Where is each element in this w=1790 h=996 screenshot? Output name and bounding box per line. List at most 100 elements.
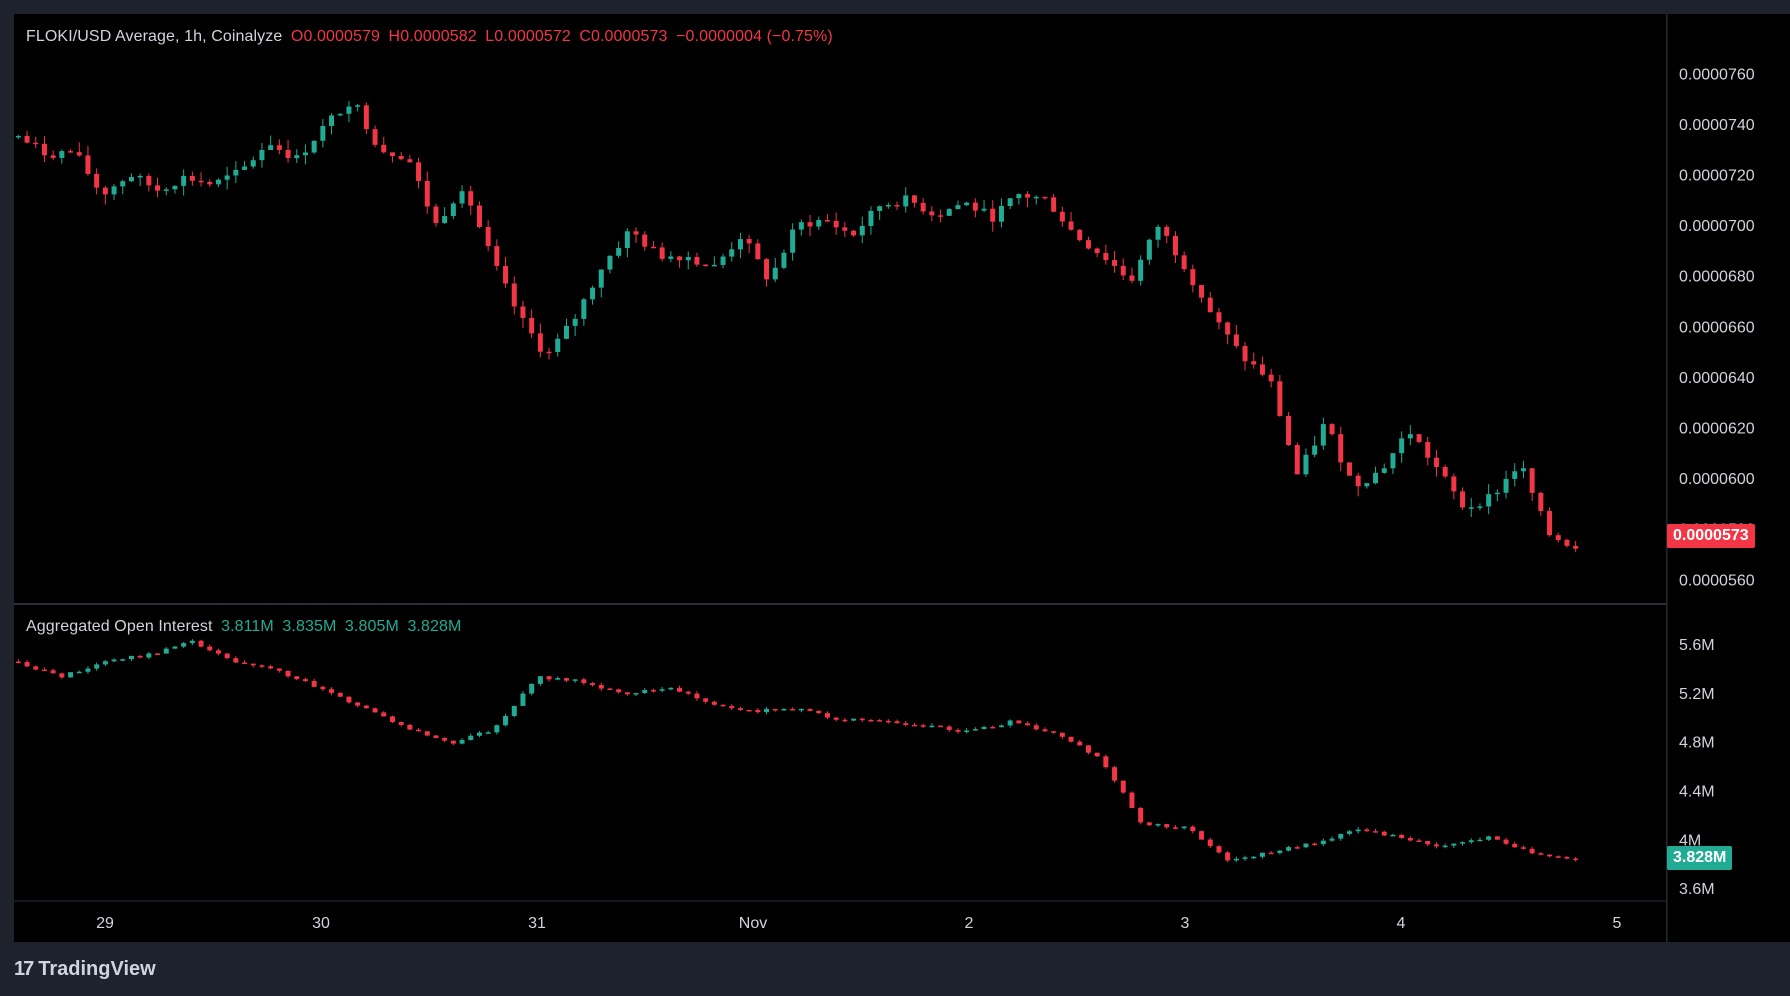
price-candle bbox=[1164, 224, 1170, 244]
candle-body bbox=[1077, 229, 1083, 241]
oi-title[interactable]: Aggregated Open Interest bbox=[26, 618, 213, 635]
oi-candle bbox=[302, 677, 308, 682]
candle-body bbox=[1085, 745, 1091, 753]
oi-candle bbox=[563, 677, 569, 682]
candle-body bbox=[1503, 839, 1509, 844]
oi-candle bbox=[1181, 825, 1187, 830]
candle-body bbox=[1373, 831, 1379, 833]
oi-candle bbox=[1486, 835, 1492, 842]
candle-body bbox=[1259, 852, 1265, 857]
price-candle bbox=[163, 187, 169, 196]
candle-body bbox=[929, 725, 935, 728]
price-candle bbox=[1564, 538, 1570, 548]
candle-body bbox=[1564, 857, 1570, 859]
plot-area[interactable] bbox=[14, 14, 1666, 942]
candle-body bbox=[1068, 221, 1074, 230]
candle-body bbox=[1199, 285, 1205, 298]
candle-body bbox=[85, 155, 91, 174]
candle-body bbox=[1286, 415, 1292, 445]
candle-body bbox=[268, 145, 274, 150]
candle-body bbox=[120, 659, 126, 661]
candle-body bbox=[1494, 492, 1500, 495]
candle-body bbox=[824, 713, 830, 718]
candle-body bbox=[798, 222, 804, 230]
oi-candle bbox=[529, 683, 535, 696]
candle-body bbox=[1460, 842, 1466, 844]
candle-body bbox=[337, 113, 343, 116]
candle-body bbox=[1268, 374, 1274, 382]
candle-body bbox=[146, 175, 152, 186]
candle-body bbox=[1512, 471, 1518, 479]
oi-tick-label: 5.6M bbox=[1679, 637, 1715, 654]
candle-body bbox=[1172, 235, 1178, 256]
oi-candle bbox=[476, 730, 482, 738]
candle-body bbox=[685, 257, 691, 261]
candle-body bbox=[33, 666, 39, 670]
price-candle bbox=[294, 149, 300, 163]
price-candle bbox=[1451, 473, 1457, 500]
oi-candle bbox=[685, 690, 691, 696]
candle-body bbox=[181, 175, 187, 186]
oi-candle bbox=[1094, 752, 1100, 758]
candle-body bbox=[276, 145, 282, 150]
candle-body bbox=[607, 255, 613, 270]
candle-body bbox=[215, 650, 221, 654]
time-axis-ticks[interactable]: 29 30 31 Nov 2 3 4 5 bbox=[96, 915, 1621, 932]
price-candle bbox=[398, 151, 404, 161]
candle-body bbox=[59, 673, 65, 678]
candle-body bbox=[677, 687, 683, 692]
price-candle bbox=[868, 206, 874, 235]
candle-body bbox=[494, 725, 500, 733]
price-candle bbox=[1120, 258, 1126, 281]
tradingview-brand[interactable]: 17 TradingView bbox=[14, 958, 156, 981]
oi-candle bbox=[659, 686, 665, 693]
oi-candle bbox=[851, 718, 857, 722]
oi-candle bbox=[885, 719, 891, 724]
price-candle bbox=[1364, 482, 1370, 489]
candle-body bbox=[485, 732, 491, 734]
oi-candle bbox=[955, 728, 961, 734]
oi-candle bbox=[929, 723, 935, 728]
price-candle bbox=[207, 179, 213, 187]
price-candle bbox=[424, 171, 430, 214]
change-value: −0.0000004 (−0.75%) bbox=[676, 28, 833, 45]
oi-candle bbox=[468, 733, 474, 741]
candle-body bbox=[1033, 196, 1039, 199]
price-candle bbox=[755, 239, 761, 261]
candle-body bbox=[224, 175, 230, 180]
candle-body bbox=[1529, 468, 1535, 493]
candle-body bbox=[503, 716, 509, 726]
oi-candle bbox=[720, 704, 726, 707]
candle-body bbox=[1390, 453, 1396, 469]
candle-body bbox=[1503, 478, 1509, 493]
price-axis[interactable] bbox=[1667, 14, 1790, 942]
candle-body bbox=[1138, 807, 1144, 823]
price-candle bbox=[824, 214, 830, 223]
price-candle bbox=[807, 215, 813, 237]
candle-body bbox=[1486, 836, 1492, 840]
price-candle bbox=[520, 300, 526, 328]
candle-body bbox=[1016, 720, 1022, 724]
price-candle bbox=[102, 185, 108, 205]
candle-body bbox=[1259, 364, 1265, 375]
oi-candle bbox=[1268, 851, 1274, 855]
oi-candle bbox=[1103, 754, 1109, 769]
symbol-label[interactable]: FLOKI/USD Average, 1h, Coinalyze bbox=[26, 28, 283, 45]
price-candle bbox=[607, 255, 613, 274]
price-candle bbox=[903, 187, 909, 213]
candle-body bbox=[972, 202, 978, 211]
oi-candle bbox=[616, 688, 622, 694]
oi-candle bbox=[311, 678, 317, 687]
price-candle bbox=[1547, 507, 1553, 537]
price-candle bbox=[1477, 503, 1483, 511]
candle-body bbox=[1190, 826, 1196, 832]
candle-body bbox=[372, 708, 378, 713]
price-candle bbox=[1068, 211, 1074, 231]
candle-body bbox=[233, 169, 239, 176]
oi-candle bbox=[1225, 850, 1231, 863]
price-candle bbox=[1277, 374, 1283, 417]
candle-body bbox=[1051, 197, 1057, 212]
candle-body bbox=[302, 152, 308, 156]
candle-body bbox=[468, 191, 474, 206]
oi-candle bbox=[424, 731, 430, 737]
